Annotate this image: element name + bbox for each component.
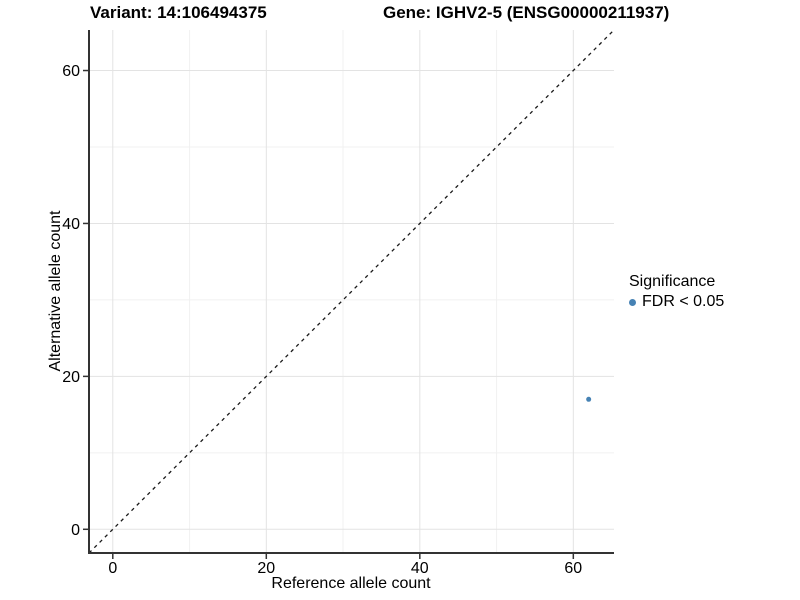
y-tick-label: 40	[62, 216, 80, 233]
y-tick-label: 20	[62, 369, 80, 386]
legend-point-icon	[629, 298, 636, 306]
y-tick-label: 0	[71, 522, 80, 539]
legend-item-label: FDR < 0.05	[642, 293, 725, 310]
gene-title: Gene: IGHV2-5 (ENSG00000211937)	[383, 3, 670, 22]
x-tick-label: 40	[411, 560, 429, 577]
legend-title: Significance	[629, 273, 716, 290]
legend: Significance FDR < 0.05	[629, 272, 724, 311]
variant-title: Variant: 14:106494375	[90, 3, 267, 22]
identity-dashed-line	[88, 29, 615, 554]
x-axis-label: Reference allele count	[271, 575, 431, 592]
x-tick-label: 0	[108, 560, 117, 577]
legend-item: FDR < 0.05	[629, 293, 724, 311]
data-point	[586, 396, 592, 402]
x-tick-label: 20	[257, 560, 275, 577]
y-tick-label: 60	[62, 63, 80, 80]
x-tick-label: 60	[564, 560, 582, 577]
y-axis-label: Alternative allele count	[47, 210, 64, 372]
